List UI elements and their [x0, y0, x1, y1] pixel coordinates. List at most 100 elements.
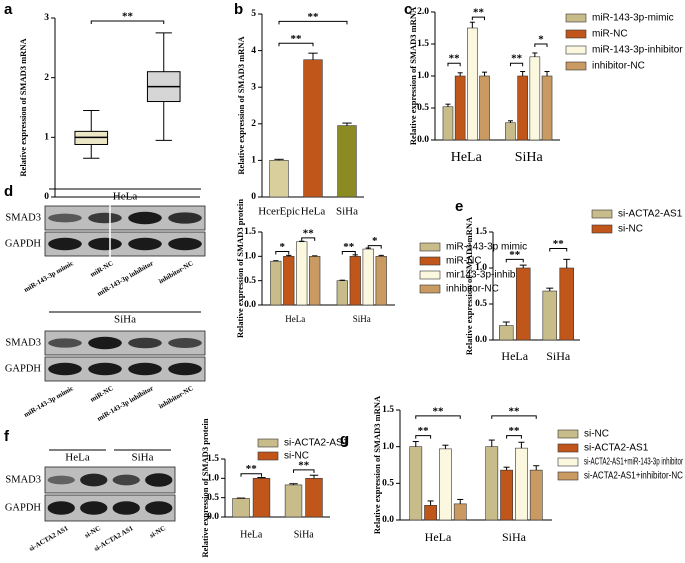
significance-label: ** [449, 53, 461, 65]
significance-label: * [280, 241, 286, 253]
lane-label: miR-143-3p mimic [22, 384, 74, 419]
bar [337, 125, 357, 198]
y-tick-label: 1.5 [207, 454, 219, 464]
significance-label: ** [473, 7, 485, 19]
y-tick-label: 0.5 [244, 276, 256, 286]
blot-band [88, 336, 122, 350]
x-tick-label: HeLa [301, 206, 326, 218]
significance-bracket [505, 258, 524, 263]
x-tick-label: HeLa [240, 529, 263, 540]
y-tick-label: 0.5 [207, 493, 219, 503]
bar [375, 256, 387, 306]
x-tick-label: SiHa [294, 529, 315, 540]
legend-label: si-NC [284, 451, 309, 462]
row-label: GAPDH [5, 363, 42, 374]
significance-label: ** [246, 463, 258, 475]
significance-bracket [447, 62, 461, 67]
bar [309, 256, 321, 306]
legend-label: si-ACTA2-AS1+inhibitor-NC [584, 471, 683, 482]
y-axis-label: Relative expression of SMAD3 mRNA [236, 36, 246, 175]
significance-bracket [301, 237, 316, 241]
panel-letter: c [404, 1, 412, 18]
bar [439, 448, 452, 521]
y-axis-label: Relative expression of SMAD3 mRNA [464, 216, 474, 355]
x-tick-label: HeLa [285, 314, 305, 324]
significance-label: ** [509, 405, 521, 417]
blot-band [145, 501, 173, 515]
significance-bracket [367, 245, 382, 249]
blot-band [48, 362, 82, 376]
blot-band [128, 362, 162, 376]
legend-label: miR-NC [446, 256, 482, 267]
bar [454, 75, 466, 141]
lane-label: inhibitor-NC [157, 259, 194, 285]
significance-label: ** [418, 425, 430, 437]
significance-label: ** [433, 405, 445, 417]
bar [467, 27, 478, 141]
blot-band [80, 473, 108, 487]
row-label: SMAD3 [5, 474, 41, 485]
significance-bracket [491, 415, 537, 419]
y-tick-label: 0.5 [417, 103, 429, 113]
y-tick-label: 1.0 [417, 71, 429, 81]
bar [515, 447, 528, 521]
significance-label: ** [509, 249, 521, 261]
bar [349, 256, 361, 306]
row-label: GAPDH [5, 238, 42, 249]
y-axis-label: Relative expression of SMAD3 mRNA [18, 38, 28, 177]
y-tick-label: 0.5 [475, 299, 487, 309]
bar [252, 478, 271, 518]
y-tick-label: 4 [251, 46, 256, 56]
significance-label: ** [298, 459, 310, 471]
significance-label: * [372, 235, 378, 247]
blot-title: HeLa [113, 191, 138, 203]
legend-label: miR-143-3p-mimic [592, 13, 674, 24]
bar [479, 75, 490, 141]
bar [485, 446, 499, 521]
bar [499, 325, 514, 341]
bar [409, 446, 423, 521]
y-tick-label: 0 [251, 192, 256, 202]
bar [529, 56, 541, 141]
blot-band [88, 237, 122, 251]
significance-label: ** [553, 238, 565, 250]
blot-band [47, 501, 75, 515]
y-tick-label: 0.5 [382, 479, 394, 489]
bar [515, 267, 531, 341]
blot-band [88, 362, 122, 376]
y-axis-label: Relative expression of SMAD3 protein [200, 418, 210, 557]
legend-swatch [591, 209, 613, 219]
bar [517, 75, 528, 141]
significance-bracket [341, 250, 356, 255]
y-tick-label: 1.0 [382, 442, 394, 452]
significance-label: ** [291, 33, 303, 45]
legend-label: mir143-3p-inhibitor [446, 270, 530, 281]
blot-band [48, 338, 82, 348]
y-tick-label: 3 [251, 82, 256, 92]
blot-band [168, 362, 202, 376]
y-tick-label: 1 [44, 133, 49, 143]
legend-swatch [257, 451, 279, 461]
blot-title: HeLa [65, 452, 90, 464]
legend-swatch [419, 284, 441, 294]
y-tick-label: 1.0 [475, 263, 487, 273]
bar [559, 267, 574, 341]
legend-label: miR-143-3p-inhibitor [592, 45, 683, 56]
blot-band [48, 213, 82, 223]
blot-title: SiHa [114, 314, 136, 326]
blot-band [47, 475, 75, 485]
panel-letter: f [4, 428, 10, 445]
legend-swatch [591, 224, 613, 234]
y-tick-label: 2.0 [417, 7, 429, 17]
bar [270, 260, 282, 306]
significance-bracket [293, 469, 315, 473]
lane-label: miR-NC [89, 384, 115, 404]
y-tick-label: 5 [251, 9, 256, 19]
blot-band [128, 337, 162, 349]
lane-label: miR-143-3p mimic [22, 259, 74, 294]
y-tick-label: 1.0 [207, 474, 219, 484]
legend-swatch [419, 270, 441, 280]
y-tick-label: 0.0 [382, 515, 394, 525]
blot-band [168, 212, 202, 224]
significance-label: * [538, 34, 544, 46]
